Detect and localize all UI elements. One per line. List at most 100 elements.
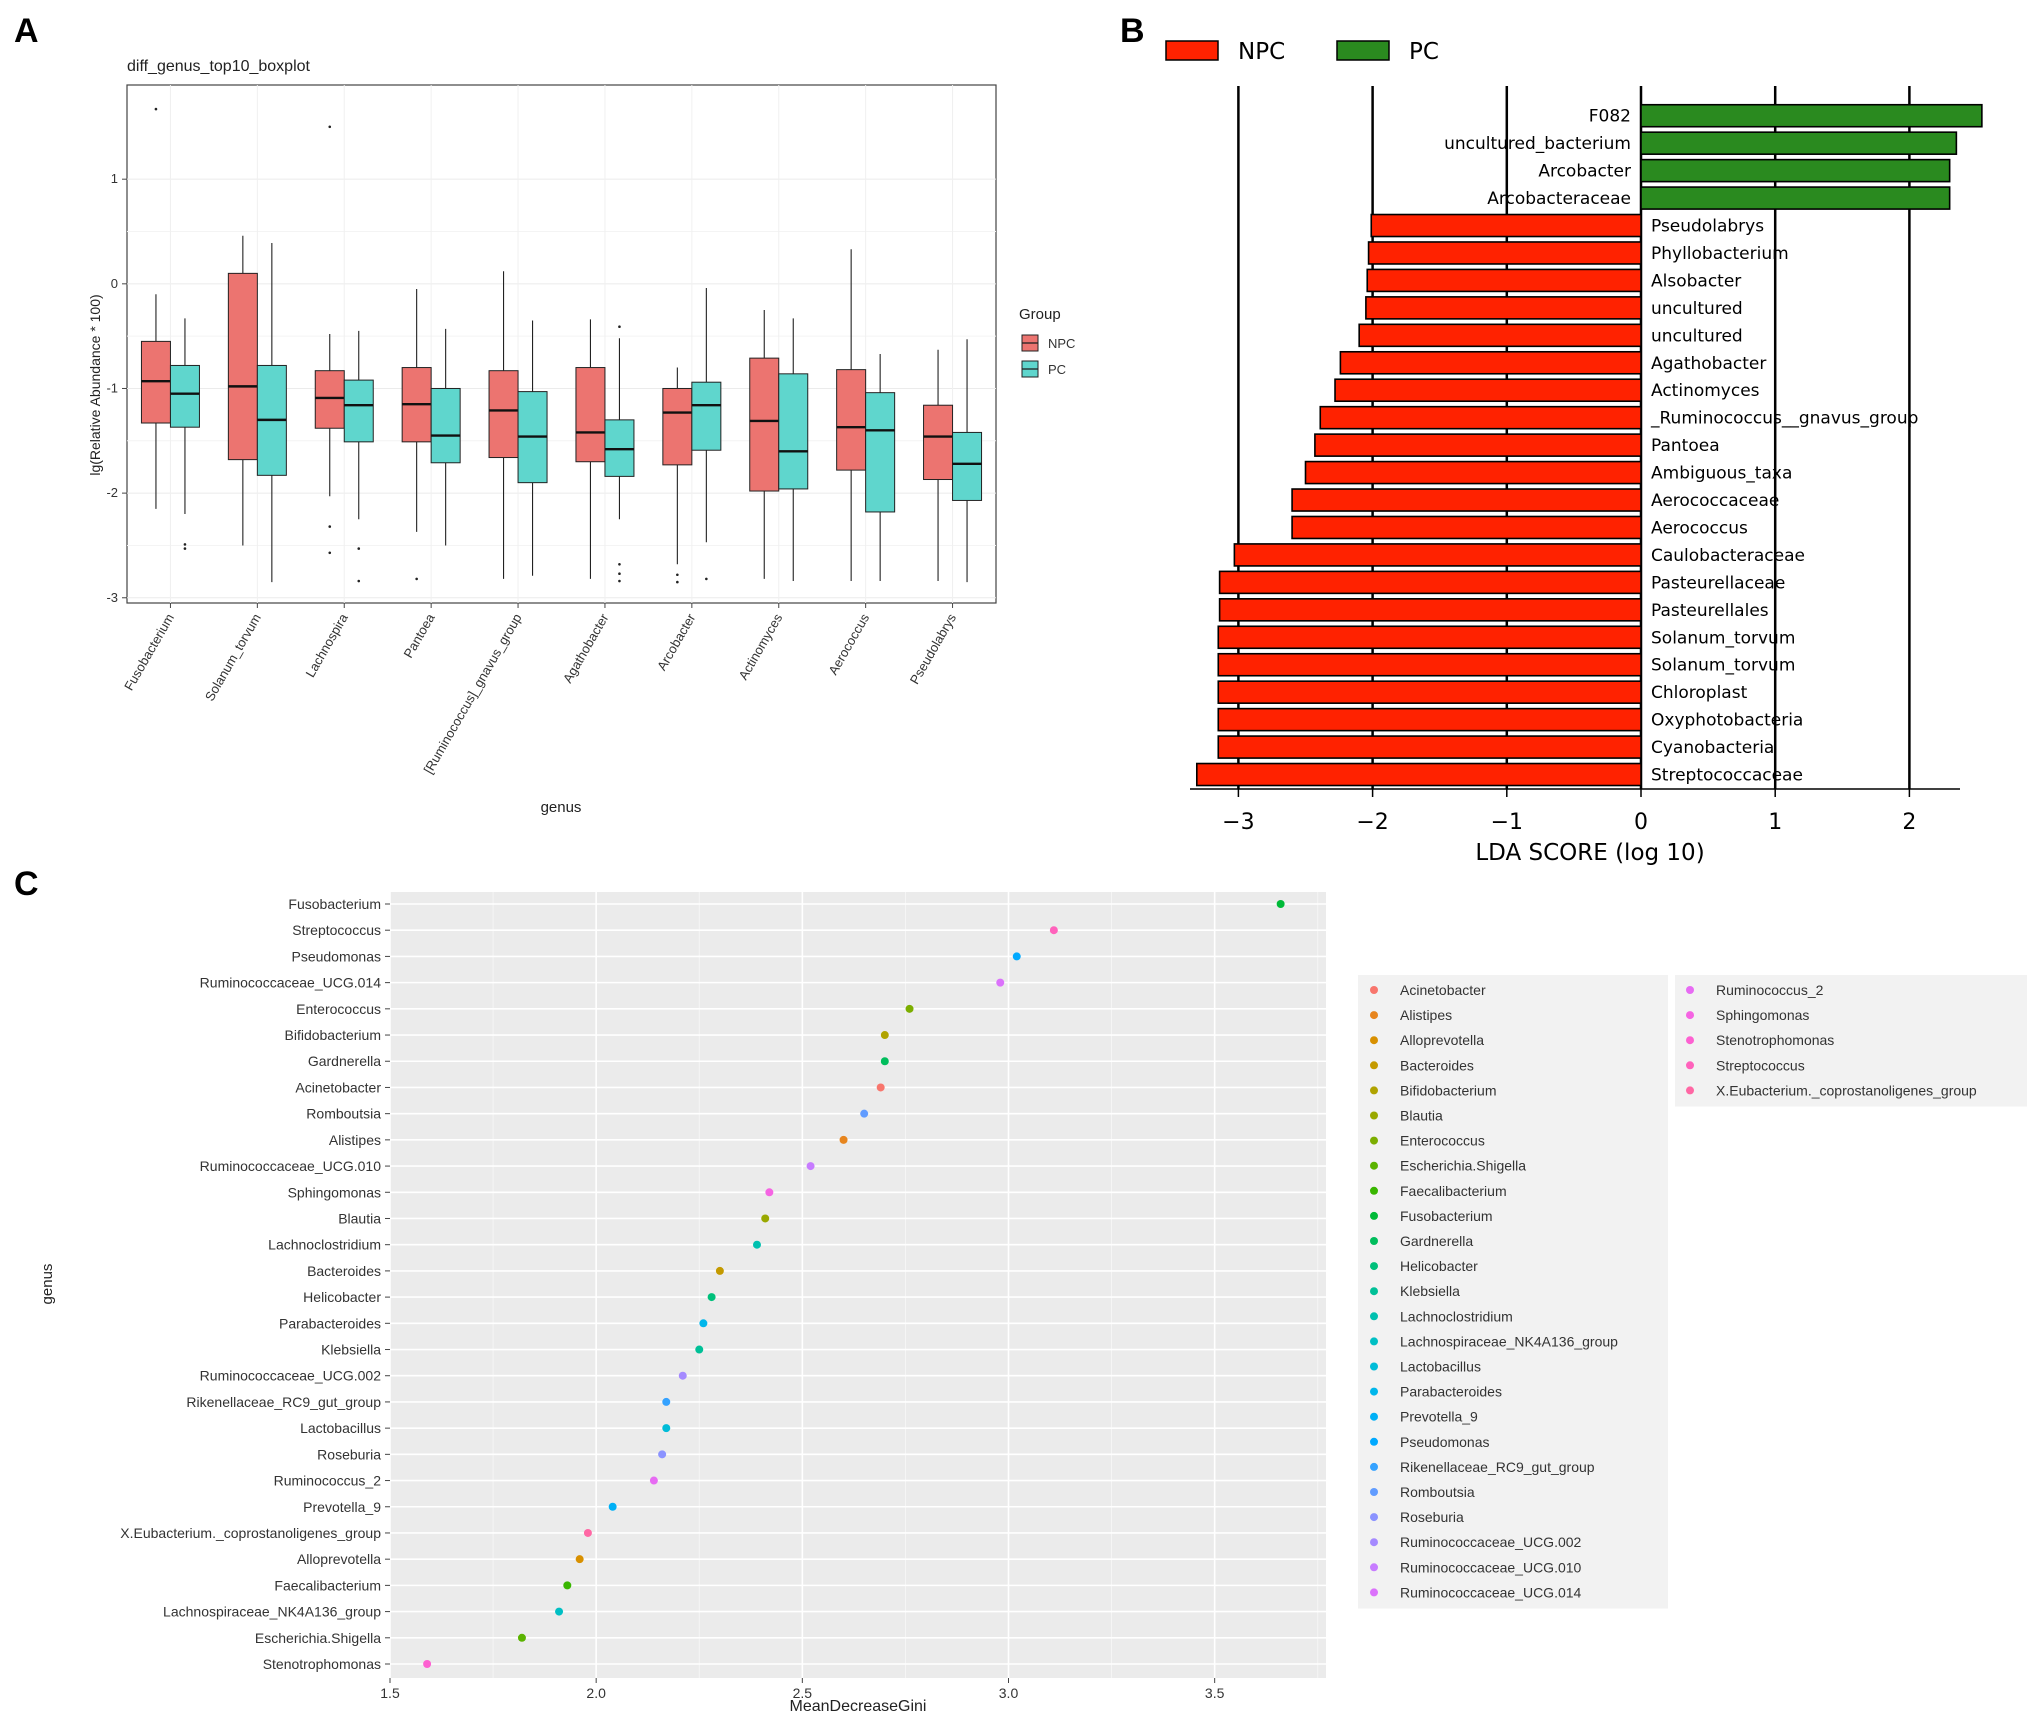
boxplot-box-pc	[778, 373, 809, 490]
gini-legend-key	[1370, 986, 1378, 994]
gini-point	[876, 1083, 885, 1092]
gini-point	[1012, 952, 1021, 961]
gini-legend-key	[1370, 1262, 1378, 1271]
lda-bar-label: F082	[1589, 107, 1631, 127]
lda-bar-npc	[1319, 405, 1642, 430]
gini-legend-label: Parabacteroides	[1400, 1384, 1502, 1400]
gini-y-tick-label: Fusobacterium	[288, 896, 381, 912]
boxplot-box-npc	[227, 272, 258, 461]
gini-legend-label: Lachnospiraceae_NK4A136_group	[1400, 1333, 1618, 1349]
boxplot-x-tick-label: Lachnospira	[302, 610, 351, 680]
gini-point	[575, 1555, 584, 1564]
gini-y-axis-label: genus	[39, 1264, 56, 1305]
gini-x-tick-label: 1.5	[380, 1685, 400, 1701]
lda-bar-label: Agathobacter	[1651, 354, 1766, 374]
boxplot-box-npc	[749, 357, 780, 492]
lda-bar-label: uncultured_bacterium	[1444, 134, 1631, 154]
gini-legend-label: Lactobacillus	[1400, 1359, 1481, 1375]
boxplot-y-tick-label: -1	[106, 380, 118, 395]
gini-legend-key	[1370, 1488, 1378, 1496]
gini-legend-label: Ruminococcaceae_UCG.002	[1400, 1534, 1582, 1550]
lda-x-axis-label: LDA SCORE (log 10)	[1475, 840, 1704, 866]
lda-bar-npc	[1314, 433, 1642, 457]
gini-y-tick-label: Alloprevotella	[297, 1551, 381, 1567]
lda-bar-label: Pantoea	[1651, 436, 1720, 456]
gini-legend-key	[1370, 1513, 1378, 1522]
gini-legend-key	[1370, 1036, 1378, 1045]
lda-bar-npc	[1217, 625, 1642, 650]
lda-bar-label: Streptococcaceae	[1651, 766, 1803, 786]
boxplot-box-pc	[343, 379, 374, 443]
gini-legend-label: Blautia	[1400, 1108, 1443, 1124]
gini-legend-label: Bifidobacterium	[1400, 1082, 1497, 1098]
gini-point	[1049, 926, 1058, 935]
lda-x-tick-label: 2	[1902, 810, 1916, 835]
gini-y-tick-label: Bacteroides	[307, 1263, 381, 1279]
gini-x-tick-label: 2.0	[586, 1685, 606, 1701]
gini-legend-label: X.Eubacterium._coprostanoligenes_group	[1716, 1082, 1977, 1098]
gini-point	[699, 1319, 708, 1328]
lda-bar-label: Cyanobacteria	[1651, 738, 1774, 758]
boxplot-y-axis-label: lg(Relative Abundance * 100)	[87, 294, 103, 475]
lda-bar-npc	[1233, 543, 1642, 567]
gini-legend-bg	[1358, 975, 1668, 1609]
boxplot-x-tick-label: Arcobacter	[654, 610, 699, 673]
gini-point	[880, 1057, 889, 1066]
boxplot-x-tick-label: Pantoea	[401, 610, 439, 660]
gini-x-axis-label: MeanDecreaseGini	[790, 1698, 927, 1712]
boxplot-outlier	[618, 572, 621, 575]
gini-legend-label: Enterococcus	[1400, 1133, 1485, 1149]
boxplot-box-pc	[169, 364, 200, 428]
panel-c-label: C	[14, 865, 39, 903]
boxplot-y-ticks: 1 0 -1 -2 -3	[106, 171, 127, 605]
boxplot-outlier	[154, 107, 158, 111]
gini-y-tick-label: Stenotrophomonas	[263, 1656, 381, 1672]
gini-legend-key	[1686, 1086, 1694, 1095]
gini-y-tick-label: Ruminococcus_2	[274, 1473, 382, 1489]
boxplot-outlier	[676, 573, 679, 577]
lda-bar-npc	[1304, 460, 1642, 485]
gini-x-tick-label: 3.5	[1205, 1685, 1225, 1701]
gini-legend-key	[1370, 1538, 1378, 1547]
lda-legend-key-npc	[1165, 40, 1219, 61]
boxplot-legend: Group NPC PC	[1019, 306, 1075, 378]
lda-bar-label: Alsobacter	[1651, 271, 1741, 291]
gini-legend-label: Klebsiella	[1400, 1283, 1460, 1299]
gini-legend-key	[1370, 1086, 1378, 1095]
boxplot-box-npc	[488, 370, 519, 459]
gini-legend-label: Roseburia	[1400, 1509, 1464, 1525]
gini-y-tick-label: Sphingomonas	[288, 1184, 381, 1200]
boxplot-box-npc	[923, 404, 954, 481]
panel-b-label: B	[1120, 12, 1145, 50]
boxplot-outlier	[676, 580, 679, 584]
lda-bar-npc	[1217, 680, 1642, 704]
lda-legend: NPC PC	[1165, 39, 1439, 65]
gini-legend-key	[1370, 1011, 1378, 1020]
gini-legend-key	[1370, 1563, 1378, 1572]
lda-bar-pc	[1640, 186, 1951, 210]
gini-legend-label: Alistipes	[1400, 1007, 1452, 1023]
boxplot-y-tick-label: -3	[106, 590, 118, 605]
lda-bar-label: Pasteurellaceae	[1651, 573, 1785, 593]
gini-y-tick-label: Bifidobacterium	[285, 1027, 382, 1043]
gini-legend-label: Alloprevotella	[1400, 1032, 1484, 1048]
gini-y-tick-label: Pseudomonas	[291, 948, 381, 964]
panel-a-label: A	[14, 12, 39, 50]
gini-legend-label: Acinetobacter	[1400, 982, 1486, 998]
boxplot-box-pc	[952, 431, 983, 501]
gini-point	[839, 1135, 848, 1144]
gini-legend-label: Escherichia.Shigella	[1400, 1158, 1526, 1174]
gini-y-tick-label: Helicobacter	[303, 1289, 381, 1305]
gini-legend-key	[1370, 1161, 1378, 1170]
lda-bar-label: Arcobacter	[1538, 162, 1631, 182]
gini-y-tick-label: Parabacteroides	[279, 1315, 381, 1331]
gini-legend-label: Ruminococcus_2	[1716, 982, 1824, 998]
lda-legend-key-pc	[1336, 40, 1390, 61]
gini-y-tick-label: Lachnospiraceae_NK4A136_group	[163, 1604, 381, 1620]
lda-bar-label: Chloroplast	[1651, 683, 1748, 703]
gini-legend-label: Pseudomonas	[1400, 1434, 1490, 1450]
gini-y-tick-label: Faecalibacterium	[274, 1577, 381, 1593]
gini-point	[761, 1214, 770, 1223]
gini-legend-key	[1370, 1287, 1378, 1296]
lda-bar-npc	[1367, 241, 1642, 265]
